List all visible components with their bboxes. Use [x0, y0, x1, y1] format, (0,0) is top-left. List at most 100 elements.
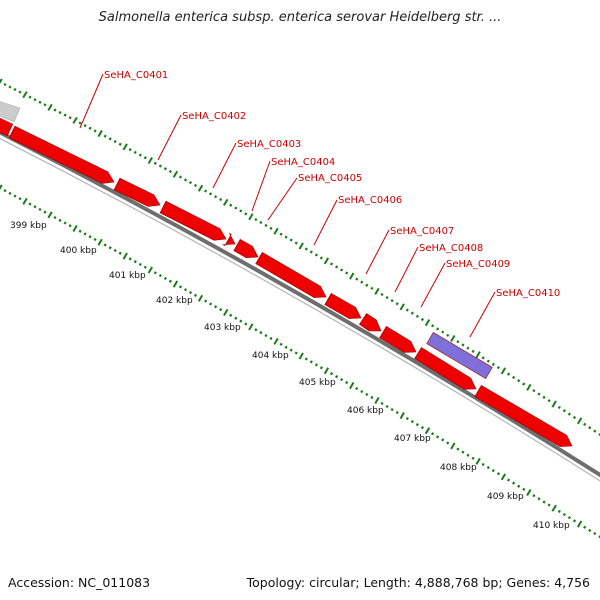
- outer-tick: [13, 87, 17, 92]
- gene-label-seha-c0403[interactable]: SeHA_C0403: [237, 139, 301, 150]
- outer-tick: [593, 429, 597, 433]
- gene-label-seha-c0407[interactable]: SeHA_C0407: [390, 226, 454, 237]
- outer-tick: [471, 349, 475, 353]
- inner-tick: [319, 366, 323, 370]
- inner-tick: [532, 494, 536, 498]
- inner-tick: [304, 357, 308, 361]
- outer-tick: [475, 351, 481, 359]
- inner-tick: [223, 308, 229, 317]
- gene-label-seha-c0408[interactable]: SeHA_C0408: [419, 243, 483, 254]
- inner-tick: [43, 210, 47, 214]
- outer-tick: [122, 143, 128, 151]
- outer-tick: [323, 257, 330, 265]
- inner-tick: [118, 251, 122, 255]
- inner-tick: [229, 313, 233, 317]
- inner-tick: [506, 478, 511, 482]
- inner-tick: [264, 333, 268, 338]
- gene-arrow-6: [255, 251, 327, 298]
- outer-tick: [147, 156, 153, 165]
- inner-tick: [153, 271, 157, 275]
- inner-tick: [567, 516, 571, 520]
- inner-tick: [491, 469, 495, 473]
- outer-tick: [551, 400, 557, 408]
- outer-tick: [345, 271, 349, 275]
- inner-tick: [214, 305, 218, 309]
- outer-tick: [163, 167, 167, 171]
- outer-tick: [254, 218, 258, 222]
- gene-track: [0, 101, 573, 447]
- outer-tick: [526, 383, 532, 391]
- inner-tick: [294, 351, 298, 355]
- inner-tick: [576, 520, 583, 528]
- outer-tick: [244, 212, 248, 216]
- outer-tick: [319, 256, 323, 260]
- gene-label-seha-c0409[interactable]: SeHA_C0409: [446, 259, 510, 270]
- inner-tick: [244, 322, 248, 326]
- outer-tick: [340, 268, 344, 272]
- gene-arrow-3: [159, 200, 227, 241]
- outer-tick: [588, 426, 592, 430]
- leader-line-3: [212, 142, 237, 189]
- outer-tick: [461, 343, 465, 347]
- outer-tick: [405, 308, 409, 312]
- inner-tick: [345, 380, 349, 385]
- outer-tick: [576, 417, 583, 425]
- leader-line-1: [79, 73, 104, 129]
- kbp-label-399: 399 kbp: [10, 221, 47, 231]
- inner-tick: [481, 462, 485, 467]
- outer-tick: [234, 206, 238, 210]
- outer-tick: [298, 242, 304, 250]
- inner-tick: [13, 194, 17, 198]
- inner-tick: [335, 375, 339, 379]
- inner-tick: [522, 487, 526, 491]
- inner-tick: [209, 302, 213, 306]
- inner-tick: [340, 378, 344, 382]
- gene-label-seha-c0405[interactable]: SeHA_C0405: [298, 173, 362, 184]
- outer-tick: [355, 277, 359, 281]
- inner-tick: [314, 363, 318, 367]
- inner-tick: [374, 396, 380, 405]
- outer-tick: [289, 238, 293, 242]
- inner-tick: [436, 435, 440, 439]
- gene-label-seha-c0406[interactable]: SeHA_C0406: [338, 195, 402, 206]
- inner-tick: [496, 472, 500, 476]
- outer-tick: [446, 333, 450, 337]
- outer-tick: [264, 223, 268, 228]
- gene-label-seha-c0402[interactable]: SeHA_C0402: [182, 111, 246, 122]
- outer-tick: [138, 153, 142, 157]
- outer-tick: [193, 183, 198, 187]
- gene-arrow-highlight: [426, 331, 493, 380]
- outer-tick: [72, 116, 78, 124]
- gene-label-seha-c0410[interactable]: SeHA_C0410: [496, 288, 560, 299]
- outer-tick: [329, 262, 334, 266]
- inner-tick: [83, 232, 87, 236]
- outer-tick: [284, 235, 288, 239]
- outer-tick: [314, 253, 318, 257]
- inner-tick: [108, 246, 112, 250]
- gene-label-seha-c0401[interactable]: SeHA_C0401: [104, 70, 168, 81]
- outer-tick: [78, 121, 82, 125]
- map-title: Salmonella enterica subsp. enterica sero…: [98, 10, 502, 25]
- inner-tick: [269, 336, 273, 341]
- inner-tick: [572, 519, 577, 523]
- outer-tick: [103, 134, 107, 138]
- gene-label-seha-c0404[interactable]: SeHA_C0404: [271, 157, 335, 168]
- inner-tick: [163, 276, 167, 281]
- kbp-label-407: 407 kbp: [394, 434, 431, 444]
- kbp-label-405: 405 kbp: [299, 378, 336, 388]
- inner-tick: [309, 360, 313, 364]
- inner-tick: [284, 345, 288, 349]
- outer-tick: [153, 161, 157, 165]
- inner-tick: [562, 512, 566, 517]
- outer-tick: [58, 110, 62, 115]
- outer-tick: [390, 299, 394, 303]
- outer-tick: [562, 409, 566, 413]
- inner-tick: [188, 290, 193, 295]
- outer-tick: [168, 169, 172, 174]
- kbp-label-409: 409 kbp: [487, 492, 524, 502]
- inner-tick: [547, 503, 551, 507]
- inner-tick: [537, 497, 541, 501]
- inner-tick: [193, 293, 198, 297]
- inner-tick: [128, 257, 132, 261]
- outer-tick: [537, 392, 541, 396]
